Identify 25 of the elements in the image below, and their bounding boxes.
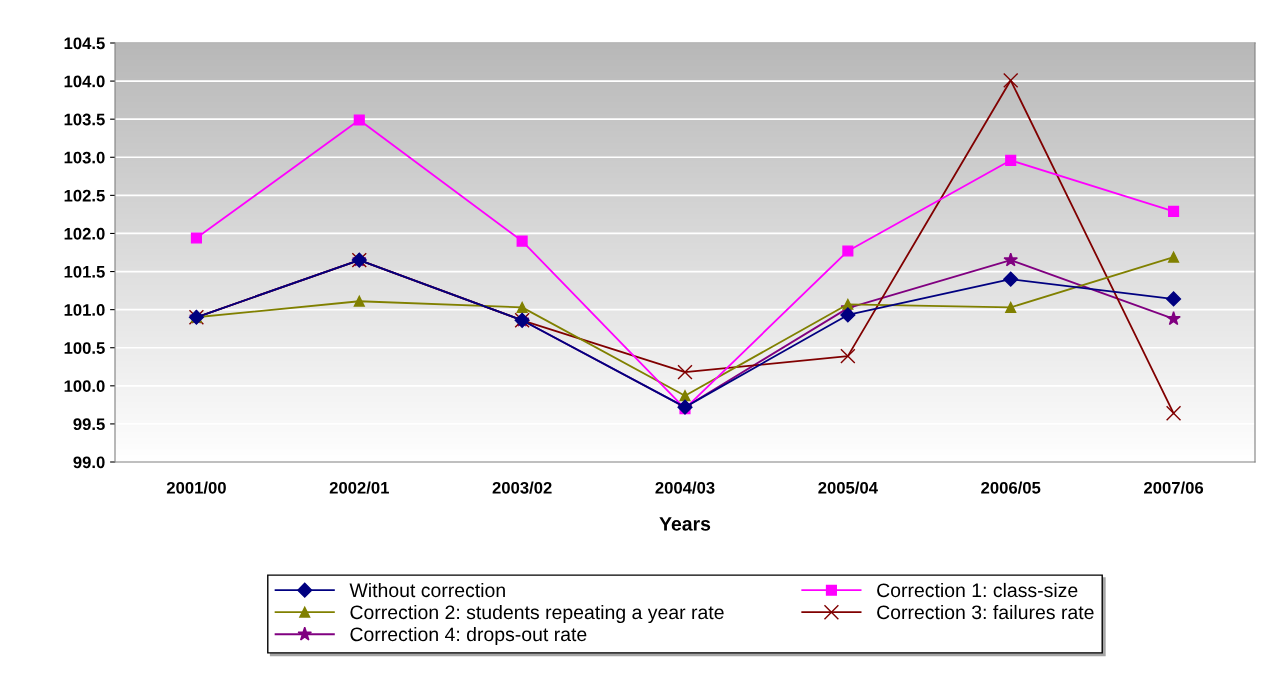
legend-label: Correction 4: drops-out rate — [350, 626, 587, 646]
legend-label: Without correction — [349, 582, 505, 598]
y-tick-label: 102.0 — [64, 227, 105, 240]
x-tick-label: 2006/05 — [981, 481, 1041, 494]
y-tick-label: 104.0 — [64, 75, 105, 88]
legend-label: Correction 3: failures rate — [877, 604, 1094, 620]
x-tick-label: 2004/03 — [655, 481, 715, 494]
x-tick-label: 2002/01 — [329, 481, 389, 494]
y-tick-label: 99.0 — [73, 456, 105, 469]
y-tick-label: 101.0 — [64, 304, 105, 316]
y-tick-label: 103.5 — [64, 113, 105, 126]
y-tick-label: 102.5 — [64, 189, 105, 202]
y-tick-label: 104.5 — [64, 37, 105, 50]
x-tick-label: 2007/06 — [1144, 481, 1204, 494]
legend-label: Correction 1: class-size — [877, 582, 1078, 598]
x-tick-label: 2001/00 — [166, 481, 226, 494]
x-tick-label: 2005/04 — [818, 481, 878, 494]
y-tick-label: 99.5 — [73, 418, 105, 431]
y-tick-label: 101.5 — [64, 265, 105, 278]
x-tick-label: 2003/02 — [492, 481, 552, 494]
y-tick-label: 103.0 — [64, 151, 105, 164]
legend-label: Correction 2: students repeating a year rate — [350, 604, 724, 624]
y-tick-label: 100.0 — [64, 380, 105, 393]
y-tick-label: 100.5 — [64, 342, 105, 354]
x-axis-title: Years — [659, 517, 711, 531]
